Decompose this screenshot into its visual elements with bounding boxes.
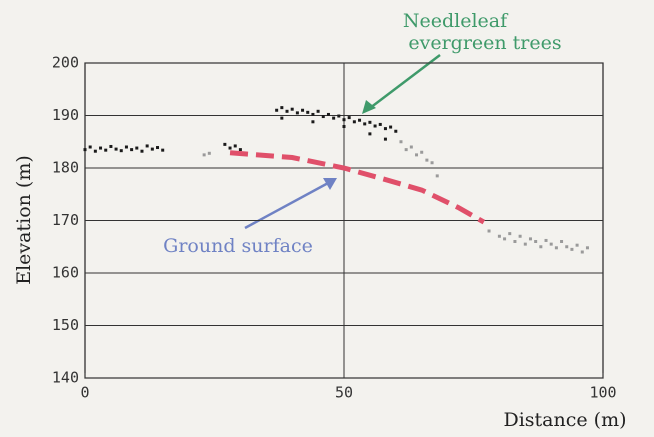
point [399,140,403,144]
point [99,146,103,150]
point [528,237,532,241]
point [223,142,227,146]
point [280,106,284,110]
point [404,148,408,152]
point [508,232,512,236]
point [342,125,346,129]
point [363,122,367,126]
point [487,229,491,233]
point [321,115,325,119]
point [497,234,501,238]
annotation: Needleleaf [403,10,509,32]
arrowhead [323,178,337,190]
point [135,146,139,150]
point [503,237,507,241]
point [104,148,108,152]
point [140,149,144,153]
point [518,234,522,238]
point [332,116,336,120]
point [523,242,527,246]
annotation: Ground surface [163,235,313,257]
y-tick-label: 180 [52,159,79,177]
point [124,145,128,149]
point [394,129,398,133]
point [156,146,160,150]
point [119,149,123,153]
arrowhead [362,100,376,114]
point [580,250,584,254]
point [93,149,97,153]
point [130,148,134,152]
point [233,144,237,148]
point [378,122,382,126]
point [114,147,118,151]
point [88,145,92,149]
point [161,148,165,152]
point [228,146,232,150]
x-tick-label: 0 [80,384,89,402]
point [207,151,211,155]
point [316,109,320,113]
x-tick-label: 50 [335,384,353,402]
point [368,120,372,124]
point [306,110,310,114]
y-tick-label: 170 [52,211,79,229]
point [560,240,564,243]
point [280,116,284,120]
point [585,246,589,250]
point [565,245,569,249]
point [295,111,299,115]
point [326,112,330,116]
point [389,125,393,129]
ground-surface-line [229,150,486,225]
point [150,147,154,151]
y-tick-label: 140 [52,369,79,387]
point [430,161,434,165]
point [534,240,538,243]
y-tick-label: 200 [52,54,79,72]
point [311,112,315,116]
point [285,109,289,113]
point [383,127,387,131]
y-tick-label: 160 [52,264,79,282]
y-tick-label: 150 [52,316,79,334]
point [238,148,242,152]
y-axis-label: Elevation (m) [13,155,35,285]
x-axis-label: Distance (m) [503,409,626,431]
point [301,108,305,112]
point [373,124,377,128]
point [425,158,429,162]
point [145,144,149,148]
point [352,120,356,124]
point [202,153,206,157]
point [409,145,413,149]
point [311,120,315,124]
point [347,116,351,120]
point [83,148,87,152]
point [513,240,517,243]
point [415,153,419,157]
point [358,118,362,122]
arrow [244,180,331,230]
point [544,238,548,242]
point [435,174,439,178]
point [337,114,341,118]
point [109,144,113,148]
annotation: evergreen trees [408,32,561,54]
point [554,246,558,250]
point [570,247,574,251]
x-tick-label: 100 [589,384,616,402]
point [539,245,543,249]
point [420,150,424,154]
point [275,108,279,112]
point [383,137,387,141]
point [575,243,579,247]
point [368,132,372,136]
y-tick-label: 190 [52,106,79,124]
point [549,242,553,246]
point [342,118,346,122]
arrow [369,54,441,109]
point [290,107,294,111]
